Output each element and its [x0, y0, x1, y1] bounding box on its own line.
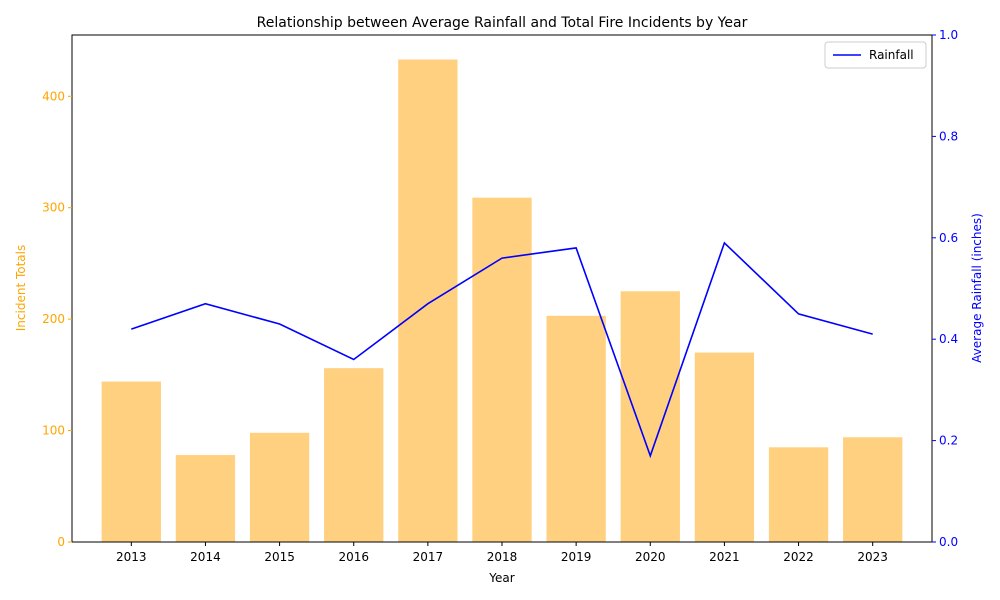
- y-left-tick-label-100: 100: [42, 424, 65, 438]
- x-tick-label-2019: 2019: [561, 550, 592, 564]
- legend-box: [824, 41, 927, 69]
- y-left-tick-label-300: 300: [42, 201, 65, 215]
- y-right-tick-label-0.2: 0.2: [939, 434, 958, 448]
- x-tick-label-2020: 2020: [635, 550, 666, 564]
- y-left-tick-label-200: 200: [42, 312, 65, 326]
- y-left-axis-label: Incident Totals: [14, 245, 28, 331]
- y-right-tick-label-0.6: 0.6: [939, 231, 958, 245]
- x-tick-label-2021: 2021: [709, 550, 740, 564]
- chart-title: Relationship between Average Rainfall an…: [257, 15, 748, 31]
- y-right-tick-label-0.4: 0.4: [939, 332, 958, 346]
- bar-2015: [249, 432, 310, 542]
- bar-2021: [694, 352, 755, 542]
- y-right-tick-label-0.8: 0.8: [939, 129, 958, 143]
- bar-2022: [768, 447, 829, 542]
- bar-2014: [175, 455, 236, 542]
- legend-label-rainfall: Rainfall: [869, 48, 914, 62]
- y-left-tick-label-0: 0: [57, 535, 65, 549]
- x-tick-label-2013: 2013: [116, 550, 147, 564]
- plot-area: 2013 2014 2015 2016 2017 2018 2019 2020 2021 2022…: [42, 28, 958, 564]
- x-tick-label-2017: 2017: [413, 550, 444, 564]
- bar-2023: [843, 437, 903, 542]
- x-axis-label: Year: [488, 571, 514, 585]
- bar-2018: [472, 197, 532, 542]
- x-tick-label-2015: 2015: [264, 550, 295, 564]
- y-left-tick-label-400: 400: [42, 89, 65, 103]
- bar-2020: [620, 291, 680, 542]
- x-tick-label-2023: 2023: [857, 550, 888, 564]
- x-tick-label-2014: 2014: [190, 550, 221, 564]
- y-right-tick-label-0.0: 0.0: [939, 535, 958, 549]
- x-tick-label-2022: 2022: [783, 550, 814, 564]
- bar-2013: [101, 381, 161, 542]
- bar-2016: [324, 368, 384, 542]
- bar-2019: [546, 315, 606, 542]
- y-right-tick-label-1.0: 1.0: [939, 28, 958, 42]
- x-tick-label-2018: 2018: [487, 550, 518, 564]
- rainfall-line: [131, 241, 873, 459]
- bar-2017: [398, 59, 458, 543]
- y-right-axis-label: Average Rainfall (inches): [970, 213, 984, 363]
- x-tick-label-2016: 2016: [338, 550, 369, 564]
